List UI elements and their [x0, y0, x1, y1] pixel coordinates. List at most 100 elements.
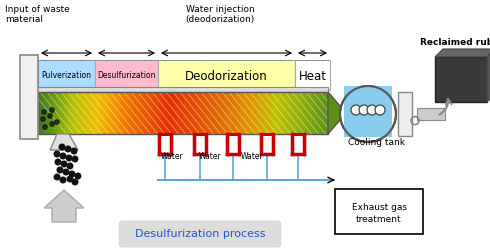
Bar — [247, 93, 249, 135]
Bar — [115, 93, 117, 135]
Bar — [158, 61, 295, 91]
Text: Input of waste
material: Input of waste material — [5, 5, 70, 24]
Bar — [70, 93, 72, 135]
Bar — [38, 61, 95, 91]
Bar — [398, 93, 412, 137]
Bar — [264, 93, 267, 135]
Bar — [292, 93, 294, 135]
Bar — [241, 93, 243, 135]
Bar — [157, 93, 159, 135]
Bar — [42, 93, 45, 135]
Bar — [125, 93, 127, 135]
FancyBboxPatch shape — [119, 220, 281, 247]
Bar — [174, 93, 176, 135]
Bar — [315, 93, 317, 135]
Bar — [41, 93, 43, 135]
Bar — [218, 93, 220, 135]
Bar — [255, 93, 258, 135]
Circle shape — [54, 174, 60, 180]
Bar — [134, 93, 136, 135]
Bar — [311, 93, 313, 135]
Text: Water: Water — [198, 151, 221, 160]
Bar — [192, 93, 194, 135]
Bar — [54, 93, 56, 135]
Bar — [103, 93, 105, 135]
Circle shape — [359, 106, 369, 115]
Bar — [208, 93, 210, 135]
Circle shape — [50, 122, 54, 127]
Bar — [205, 93, 207, 135]
Polygon shape — [50, 135, 78, 150]
Bar — [306, 93, 309, 135]
Polygon shape — [487, 50, 490, 103]
Bar — [38, 93, 328, 135]
Bar — [126, 93, 129, 135]
Circle shape — [59, 145, 65, 150]
Bar — [321, 93, 323, 135]
Bar — [45, 93, 48, 135]
Text: Water injection
(deodorization): Water injection (deodorization) — [185, 5, 255, 24]
Bar — [152, 93, 155, 135]
Bar — [109, 93, 111, 135]
Bar — [143, 93, 145, 135]
Bar — [258, 93, 261, 135]
Bar — [199, 93, 201, 135]
Bar — [183, 93, 185, 135]
Bar — [112, 93, 114, 135]
Bar — [263, 93, 265, 135]
Bar — [257, 93, 259, 135]
Bar — [40, 93, 42, 135]
Bar — [300, 93, 303, 135]
Bar — [196, 93, 198, 135]
Circle shape — [42, 110, 46, 115]
Circle shape — [41, 117, 45, 122]
Bar — [83, 93, 85, 135]
Bar — [66, 93, 68, 135]
Circle shape — [75, 174, 81, 179]
Bar — [206, 93, 208, 135]
Bar — [93, 93, 96, 135]
Bar — [274, 93, 276, 135]
Bar — [326, 93, 329, 135]
Bar — [67, 93, 69, 135]
Bar — [113, 93, 116, 135]
Circle shape — [375, 106, 385, 115]
Bar — [283, 93, 285, 135]
Bar — [200, 93, 203, 135]
Bar — [238, 93, 241, 135]
Bar — [61, 93, 63, 135]
Circle shape — [67, 176, 73, 182]
Bar — [149, 93, 152, 135]
Bar — [184, 93, 187, 135]
Bar — [75, 93, 78, 135]
Bar — [64, 93, 66, 135]
Bar — [325, 93, 327, 135]
Bar — [100, 93, 102, 135]
Bar — [86, 93, 88, 135]
Bar — [225, 93, 227, 135]
Circle shape — [48, 114, 52, 119]
Bar — [203, 93, 205, 135]
Circle shape — [72, 179, 78, 185]
Circle shape — [67, 164, 73, 169]
Bar — [131, 93, 133, 135]
Polygon shape — [44, 190, 84, 222]
Circle shape — [340, 87, 396, 142]
Text: Water: Water — [241, 151, 264, 160]
Bar — [122, 93, 124, 135]
Bar — [180, 93, 182, 135]
Bar — [155, 93, 158, 135]
Bar — [286, 93, 288, 135]
Bar — [154, 93, 156, 135]
Bar — [167, 93, 170, 135]
Bar — [219, 93, 221, 135]
Bar — [164, 93, 167, 135]
Bar — [269, 93, 271, 135]
Bar — [193, 93, 196, 135]
Bar — [228, 93, 230, 135]
Bar — [317, 93, 318, 135]
Bar — [140, 93, 142, 135]
Bar — [232, 93, 235, 135]
Bar — [47, 93, 49, 135]
Bar — [179, 93, 181, 135]
